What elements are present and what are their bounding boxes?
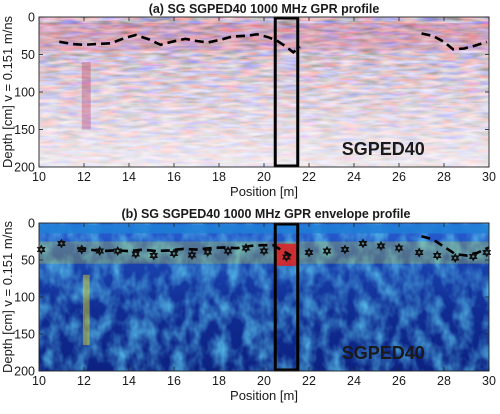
star-marker: ✡ [469, 250, 478, 263]
star-marker: ✡ [113, 245, 122, 258]
x-tick-label: 14 [122, 170, 136, 184]
panel-a: (a) SG SGPED40 1000 MHz GPR profile SGPED… [0, 2, 496, 199]
star-markers: ✡ ✡ ✡ ✡ ✡ ✡ ✡ ✡ ✡ ✡ ✡ ✡ ✡ ✡ ✡ ✡ ✡ ✡ ✡ ✡ ✡ ✡ ✡ ✡ ✡ [36, 237, 492, 265]
interface-line-1 [59, 32, 301, 54]
envelope-streak [82, 274, 90, 346]
x-tick-label: 20 [257, 170, 271, 184]
gpr-fade [39, 17, 489, 167]
x-tick-label: 18 [212, 170, 226, 184]
star-marker: ✡ [95, 245, 104, 258]
plot-area [39, 17, 489, 167]
envelope-peak [276, 243, 297, 266]
x-tick-label: 28 [437, 170, 451, 184]
x-tick-label: 10 [32, 374, 46, 388]
x-tick-label: 14 [122, 374, 136, 388]
y-tick-label: 200 [14, 365, 35, 379]
x-tick-label: 22 [302, 170, 316, 184]
profile-label: SGPED40 [342, 139, 425, 159]
chart-title: (b) SG SGPED40 1000 MHz GPR envelope pro… [122, 207, 411, 221]
star-marker: ✡ [187, 249, 196, 262]
x-tick-label: 18 [212, 374, 226, 388]
interface-line-1 [77, 243, 292, 257]
y-tick-label: 50 [21, 48, 35, 62]
envelope-interface-band [39, 241, 489, 264]
star-marker: ✡ [482, 247, 491, 260]
star-marker: ✡ [169, 247, 178, 260]
star-marker: ✡ [433, 250, 442, 263]
x-tick-label: 28 [437, 374, 451, 388]
highlight-box [273, 222, 300, 372]
star-marker: ✡ [394, 242, 403, 255]
star-marker: ✡ [451, 252, 460, 265]
x-tick-label: 16 [167, 170, 181, 184]
plot-area [39, 223, 489, 371]
x-tick-label: 16 [167, 374, 181, 388]
star-marker: ✡ [57, 238, 66, 251]
x-tick-label: 12 [77, 170, 91, 184]
x-tick-label: 22 [302, 374, 316, 388]
star-marker: ✡ [37, 244, 46, 257]
star-marker: ✡ [259, 245, 268, 258]
star-marker: ✡ [203, 246, 212, 259]
envelope-surface-band [39, 224, 489, 234]
star-marker: ✡ [282, 251, 291, 264]
star-marker: ✡ [415, 247, 424, 260]
interface-line-2 [421, 235, 490, 257]
y-tick-label: 200 [14, 161, 35, 175]
y-axis-label: Depth [cm] v = 0.151 m/ns [0, 15, 15, 168]
panel-b: (b) SG SGPED40 1000 MHz GPR envelope pro… [0, 207, 496, 403]
x-tick-label: 20 [257, 374, 271, 388]
x-tick-label: 12 [77, 374, 91, 388]
x-tick-label: 26 [392, 374, 406, 388]
y-tick-label: 100 [14, 86, 35, 100]
star-marker: ✡ [149, 250, 158, 263]
x-tick-label: 24 [347, 170, 361, 184]
star-marker: ✡ [340, 244, 349, 257]
envelope-texture [39, 223, 489, 371]
y-axis-label: Depth [cm] v = 0.151 m/ns [0, 220, 15, 373]
star-marker: ✡ [131, 248, 140, 261]
profile-label: SGPED40 [342, 343, 425, 363]
x-tick-label: 24 [347, 374, 361, 388]
interface-line-2 [421, 32, 488, 51]
star-marker: ✡ [358, 238, 367, 251]
y-tick-label: 150 [14, 328, 35, 342]
star-marker: ✡ [376, 240, 385, 253]
y-tick-label: 50 [21, 254, 35, 268]
x-axis-label: Position [m] [230, 184, 298, 199]
x-tick-label: 30 [482, 170, 496, 184]
y-tick-label: 0 [28, 11, 35, 25]
gpr-streak [81, 62, 91, 130]
y-tick-label: 150 [14, 123, 35, 137]
chart-title: (a) SG SGPED40 1000 MHz GPR profile [149, 2, 380, 16]
star-marker: ✡ [223, 245, 232, 258]
star-marker: ✡ [322, 245, 331, 258]
x-tick-label: 30 [482, 374, 496, 388]
star-marker: ✡ [77, 244, 86, 257]
y-tick-label: 0 [28, 217, 35, 231]
y-tick-label: 100 [14, 291, 35, 305]
star-marker: ✡ [241, 242, 250, 255]
x-axis-label: Position [m] [230, 388, 298, 403]
x-tick-label: 10 [32, 170, 46, 184]
x-tick-label: 26 [392, 170, 406, 184]
star-marker: ✡ [304, 247, 313, 260]
highlight-box [273, 16, 300, 168]
